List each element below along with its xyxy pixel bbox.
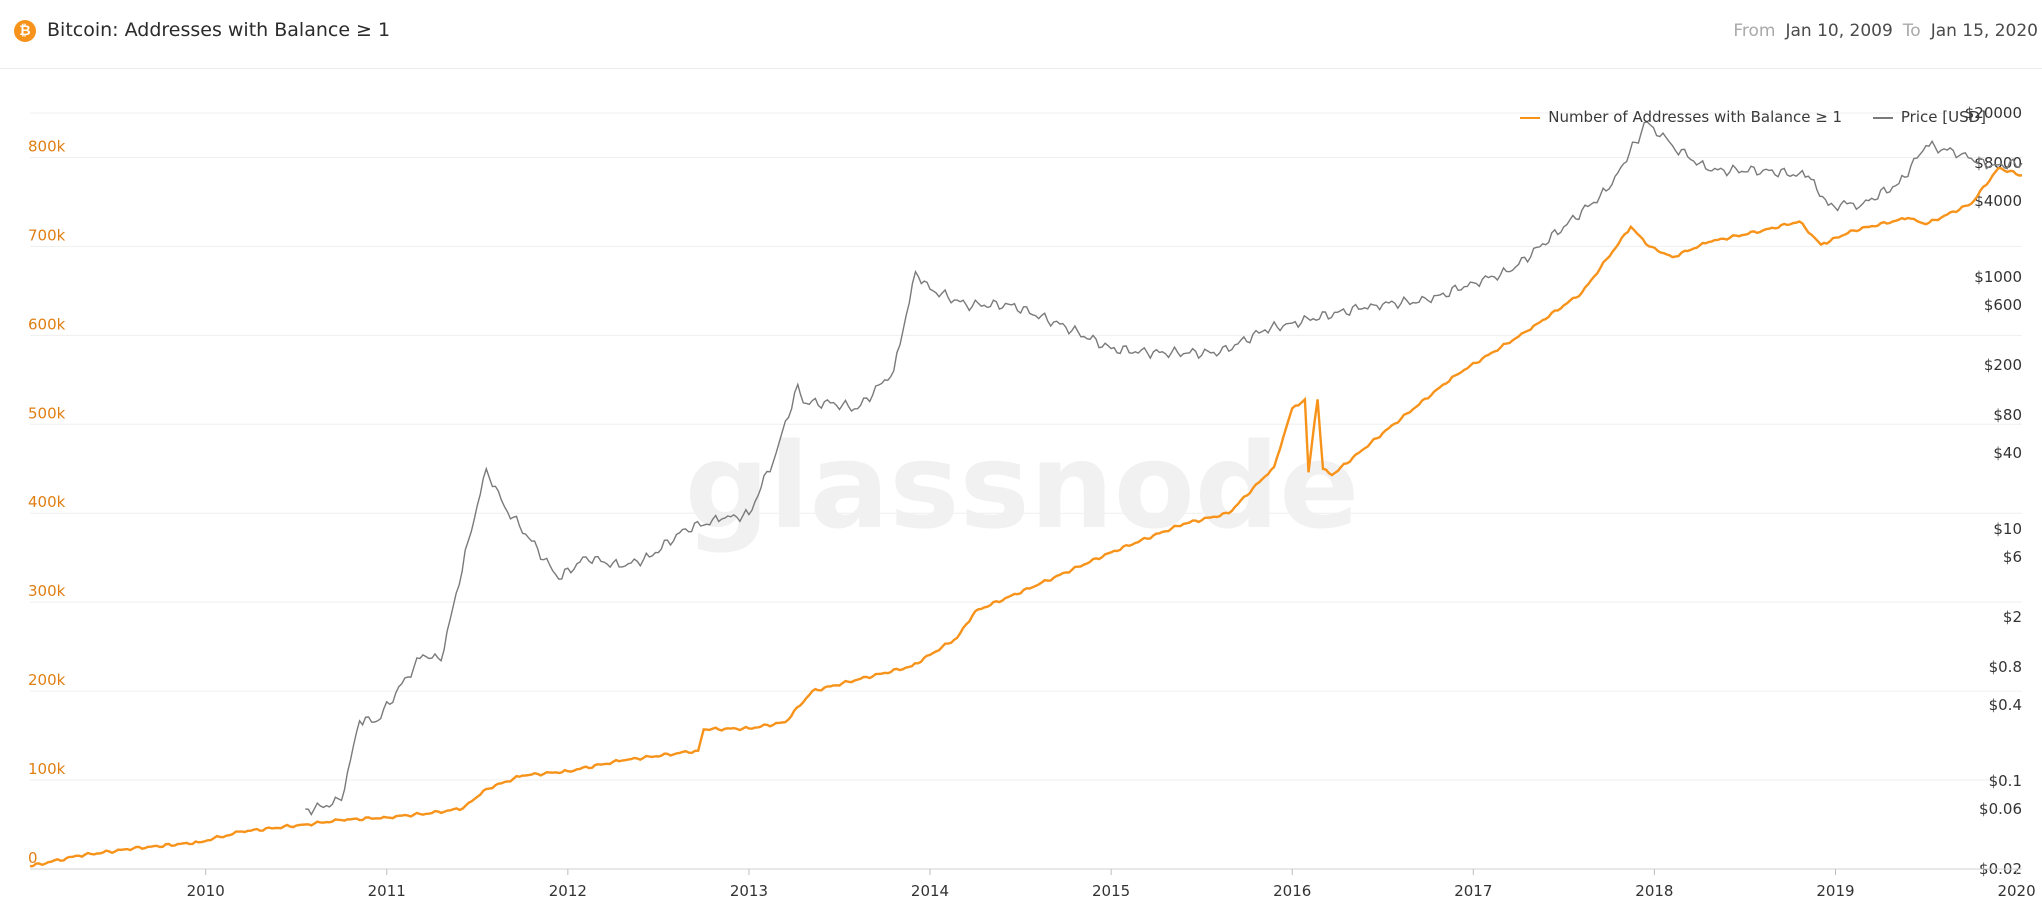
x-axis-tick-label: 2017 — [1454, 882, 1492, 900]
left-axis-tick-label: 800k — [28, 137, 66, 155]
price-series-line — [305, 121, 2023, 816]
from-label: From — [1733, 21, 1776, 41]
chart-title: Bitcoin: Addresses with Balance ≥ 1 — [47, 19, 391, 41]
right-axis-tick-label: $0.8 — [1989, 658, 2022, 676]
legend-swatch-price — [1872, 116, 1893, 119]
bitcoin-icon: ₿ — [14, 20, 36, 42]
legend-item-addresses[interactable]: Number of Addresses with Balance ≥ 1 — [1520, 108, 1842, 126]
x-axis-tick-label: 2011 — [368, 882, 406, 900]
right-axis-tick-label: $6 — [2003, 548, 2022, 566]
chart-svg: glassnode 0 100k 200k 300k 400k 500k 600k 700k 8… — [28, 104, 2036, 900]
right-axis-tick-label: $200 — [1984, 356, 2022, 374]
right-axis-tick-label: $4000 — [1974, 192, 2022, 210]
left-axis-tick-label: 600k — [28, 315, 66, 333]
legend-swatch-addresses — [1520, 116, 1541, 119]
legend-label-addresses: Number of Addresses with Balance ≥ 1 — [1548, 108, 1843, 126]
left-axis-tick-label: 300k — [28, 582, 66, 600]
right-axis-tick-label: $600 — [1984, 296, 2022, 314]
x-axis-tick-label: 2010 — [187, 882, 225, 900]
grid-lines — [30, 112, 2022, 870]
from-date[interactable]: Jan 10, 2009 — [1785, 21, 1893, 41]
legend-label-price: Price [USD] — [1900, 108, 1986, 126]
left-axis-tick-label: 200k — [28, 671, 66, 689]
x-axis-tick-label: 2013 — [730, 882, 768, 900]
addresses-series-line — [29, 166, 2023, 868]
left-axis-tick-label: 400k — [28, 493, 66, 511]
x-axis-tick-label: 2016 — [1273, 882, 1311, 900]
right-axis-tick-label: $40 — [1993, 444, 2022, 462]
left-axis-tick-label: 0 — [28, 849, 38, 867]
x-axis: 2010 2011 2012 2013 2014 2015 2016 2017 2018 2019… — [30, 868, 2036, 900]
x-axis-tick-label: 2012 — [549, 882, 587, 900]
x-axis-tick-label: 2019 — [1816, 882, 1854, 900]
x-axis-tick-label: 2018 — [1635, 882, 1673, 900]
x-axis-tick-label: 2014 — [911, 882, 949, 900]
legend-item-price[interactable]: Price [USD] — [1872, 108, 1986, 126]
date-range: From Jan 10, 2009 To Jan 15, 2020 — [1723, 21, 2038, 41]
to-date[interactable]: Jan 15, 2020 — [1930, 21, 2038, 41]
right-axis-tick-label: $20000 — [1965, 104, 2022, 122]
x-axis-tick-label: 2015 — [1092, 882, 1130, 900]
right-axis-tick-label: $1000 — [1974, 268, 2022, 286]
left-axis: 0 100k 200k 300k 400k 500k 600k 700k 800k — [28, 137, 66, 867]
left-axis-tick-label: 700k — [28, 226, 66, 244]
watermark: glassnode — [685, 417, 1360, 555]
chart-header: ₿ Bitcoin: Addresses with Balance ≥ 1 Fr… — [0, 0, 2042, 69]
left-axis-tick-label: 100k — [28, 760, 66, 778]
chart-area: glassnode 0 100k 200k 300k 400k 500k 600k 700k 8… — [0, 69, 2042, 912]
right-axis-tick-label: $10 — [1993, 520, 2022, 538]
to-label: To — [1902, 21, 1921, 41]
left-axis-tick-label: 500k — [28, 404, 66, 422]
right-axis-tick-label: $80 — [1993, 406, 2022, 424]
right-axis-tick-label: $2 — [2003, 608, 2022, 626]
right-axis-tick-label: $0.1 — [1989, 772, 2022, 790]
chart-legend: Number of Addresses with Balance ≥ 1 Pri… — [1494, 108, 1986, 126]
right-axis-tick-label: $0.4 — [1989, 696, 2022, 714]
right-axis: $0.02$0.06$0.1$0.4$0.8$2$6$10$40$80$200$… — [1965, 104, 2022, 878]
right-axis-tick-label: $0.06 — [1979, 800, 2022, 818]
x-axis-tick-label: 2020 — [1997, 882, 2035, 900]
